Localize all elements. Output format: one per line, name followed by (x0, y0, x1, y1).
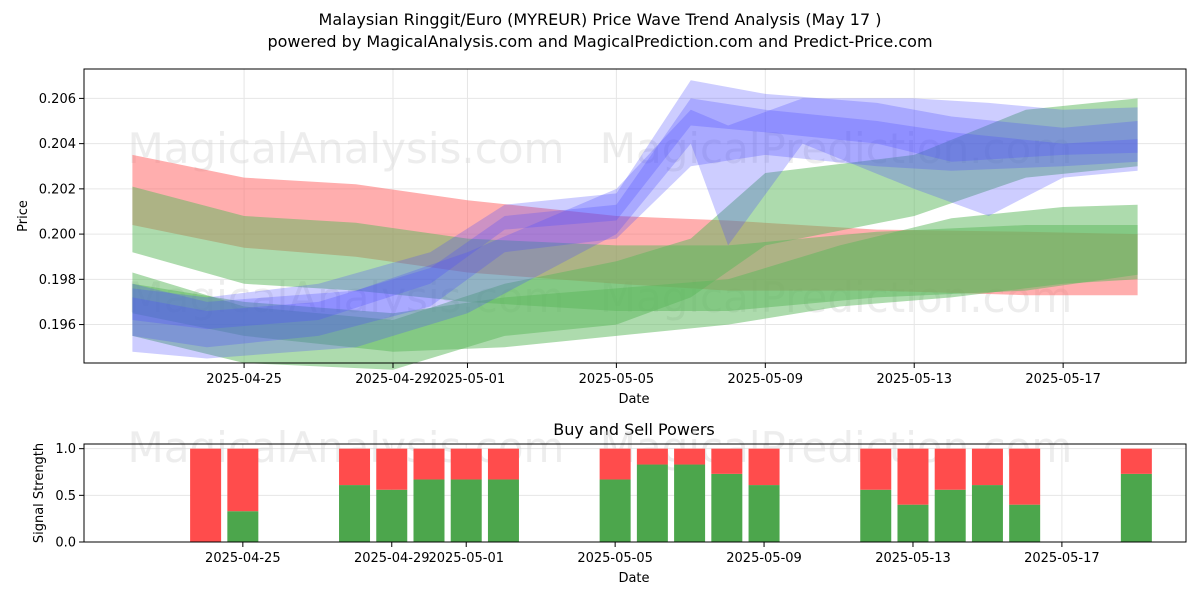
price-y-tick-label: 0.206 (39, 92, 76, 107)
buy-bar (636, 464, 668, 542)
signal-y-axis: 0.0 0.5 1.0 (55, 442, 84, 551)
buy-bar (599, 479, 631, 542)
price-y-label: Price (16, 200, 31, 232)
buy-bar (897, 504, 929, 542)
buy-bar (934, 489, 966, 542)
signal-x-tick-label: 2025-05-05 (577, 551, 653, 566)
chart-title-line2: powered by MagicalAnalysis.com and Magic… (267, 32, 933, 51)
buy-bar (711, 473, 743, 542)
buy-bar (413, 479, 445, 542)
signal-y-tick-label: 1.0 (55, 442, 76, 457)
buy-bar (1120, 473, 1152, 542)
sell-bar (748, 448, 780, 486)
sell-bar (1009, 448, 1041, 505)
blue-band-6 (132, 98, 1138, 359)
sell-bar (674, 448, 706, 465)
signal-x-tick-label: 2025-04-29 (354, 551, 430, 566)
price-x-tick-label: 2025-05-09 (728, 372, 804, 387)
sell-bar (190, 448, 222, 542)
sell-bar (897, 448, 929, 505)
green-band-2 (132, 98, 1138, 370)
blue-band-5 (132, 98, 1138, 348)
price-x-tick-label: 2025-05-01 (430, 372, 506, 387)
price-y-axis: 0.196 0.198 0.200 0.202 0.204 0.206 (39, 92, 84, 333)
signal-bars (190, 448, 1152, 542)
sell-bar (227, 448, 259, 512)
signal-x-tick-label: 2025-05-17 (1024, 551, 1100, 566)
buy-bar (1009, 504, 1041, 542)
signal-x-tick-label: 2025-05-09 (726, 551, 802, 566)
price-y-tick-label: 0.198 (39, 273, 76, 288)
sell-bar (860, 448, 892, 490)
chart-title-line1: Malaysian Ringgit/Euro (MYREUR) Price Wa… (318, 10, 882, 29)
buy-bar (376, 489, 408, 542)
buy-bar (227, 511, 259, 542)
price-y-tick-label: 0.204 (39, 137, 76, 152)
signal-plot-frame (83, 443, 1187, 543)
signal-y-tick-label: 0.5 (55, 489, 76, 504)
signal-x-tick-label: 2025-05-01 (428, 551, 504, 566)
sell-bar (450, 448, 482, 480)
sell-bar (339, 448, 371, 486)
price-x-tick-label: 2025-04-29 (355, 372, 431, 387)
green-band-3 (132, 204, 1138, 352)
buy-bar (450, 479, 482, 542)
price-x-tick-label: 2025-05-05 (579, 372, 655, 387)
buy-bar (339, 485, 371, 542)
buy-bar (860, 489, 892, 542)
price-x-tick-label: 2025-04-25 (206, 372, 282, 387)
buy-bar (674, 464, 706, 542)
signal-x-tick-label: 2025-05-13 (875, 551, 951, 566)
price-y-tick-label: 0.202 (39, 182, 76, 197)
price-plot-frame (83, 68, 1187, 364)
price-x-tick-label: 2025-05-13 (876, 372, 952, 387)
signal-y-label: Signal Strength (32, 443, 47, 543)
bar-chart-title: Buy and Sell Powers (553, 420, 715, 439)
price-y-tick-label: 0.200 (39, 228, 76, 243)
sell-bar (1120, 448, 1152, 474)
blue-band-4 (132, 80, 1138, 330)
sell-bar (376, 448, 408, 490)
buy-bar (971, 485, 1003, 542)
price-x-label: Date (618, 392, 649, 407)
price-y-tick-label: 0.196 (39, 318, 76, 333)
buy-bar (487, 479, 519, 542)
buy-bar (748, 485, 780, 542)
signal-y-tick-label: 0.0 (55, 536, 76, 551)
price-x-tick-label: 2025-05-17 (1025, 372, 1101, 387)
sell-bar (636, 448, 668, 465)
sell-bar (934, 448, 966, 490)
sell-bar (487, 448, 519, 480)
watermark-analysis-top: MagicalAnalysis.com (128, 124, 565, 173)
sell-bar (413, 448, 445, 480)
price-bands (132, 80, 1138, 370)
sell-bar (711, 448, 743, 474)
signal-x-tick-label: 2025-04-25 (205, 551, 281, 566)
sell-bar (971, 448, 1003, 486)
sell-bar (599, 448, 631, 480)
signal-x-label: Date (618, 571, 649, 586)
